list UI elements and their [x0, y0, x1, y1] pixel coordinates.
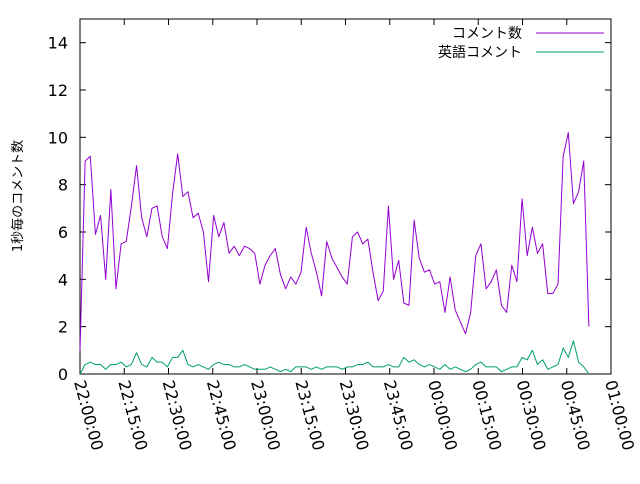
- x-tick-label: 23:15:00: [291, 378, 328, 452]
- x-tick-label: 23:30:00: [336, 378, 373, 452]
- x-tick-label: 00:00:00: [424, 378, 461, 452]
- legend-label: コメント数: [452, 26, 522, 42]
- y-tick-label: 6: [58, 223, 68, 242]
- y-axis: 0 2 4 6 8 10 12 14: [48, 34, 611, 384]
- y-tick-label: 10: [48, 128, 68, 147]
- y-tick-label: 8: [58, 176, 68, 195]
- series-line-1: [79, 340, 590, 375]
- x-tick-label: 00:45:00: [557, 378, 594, 452]
- y-tick-label: 12: [48, 81, 68, 100]
- series-layer: [79, 132, 590, 375]
- x-tick-label: 01:00:00: [601, 378, 638, 452]
- y-axis-label: 1秒毎のコメント数: [10, 140, 26, 252]
- x-tick-label: 22:30:00: [159, 378, 196, 452]
- y-tick-label: 14: [48, 34, 68, 53]
- x-tick-label: 23:00:00: [247, 378, 284, 452]
- x-tick-label: 22:45:00: [203, 378, 240, 452]
- series-line-0: [79, 132, 590, 351]
- x-tick-label: 00:15:00: [468, 378, 505, 452]
- legend-label: 英語コメント: [438, 44, 522, 61]
- x-tick-label: 00:30:00: [513, 378, 550, 452]
- y-tick-label: 0: [58, 365, 68, 384]
- y-tick-label: 2: [58, 318, 68, 337]
- x-tick-label: 22:00:00: [70, 378, 107, 452]
- y-tick-label: 4: [58, 270, 68, 289]
- x-tick-label: 22:15:00: [114, 378, 151, 452]
- x-tick-label: 23:45:00: [380, 378, 417, 452]
- plot-frame: [79, 18, 612, 375]
